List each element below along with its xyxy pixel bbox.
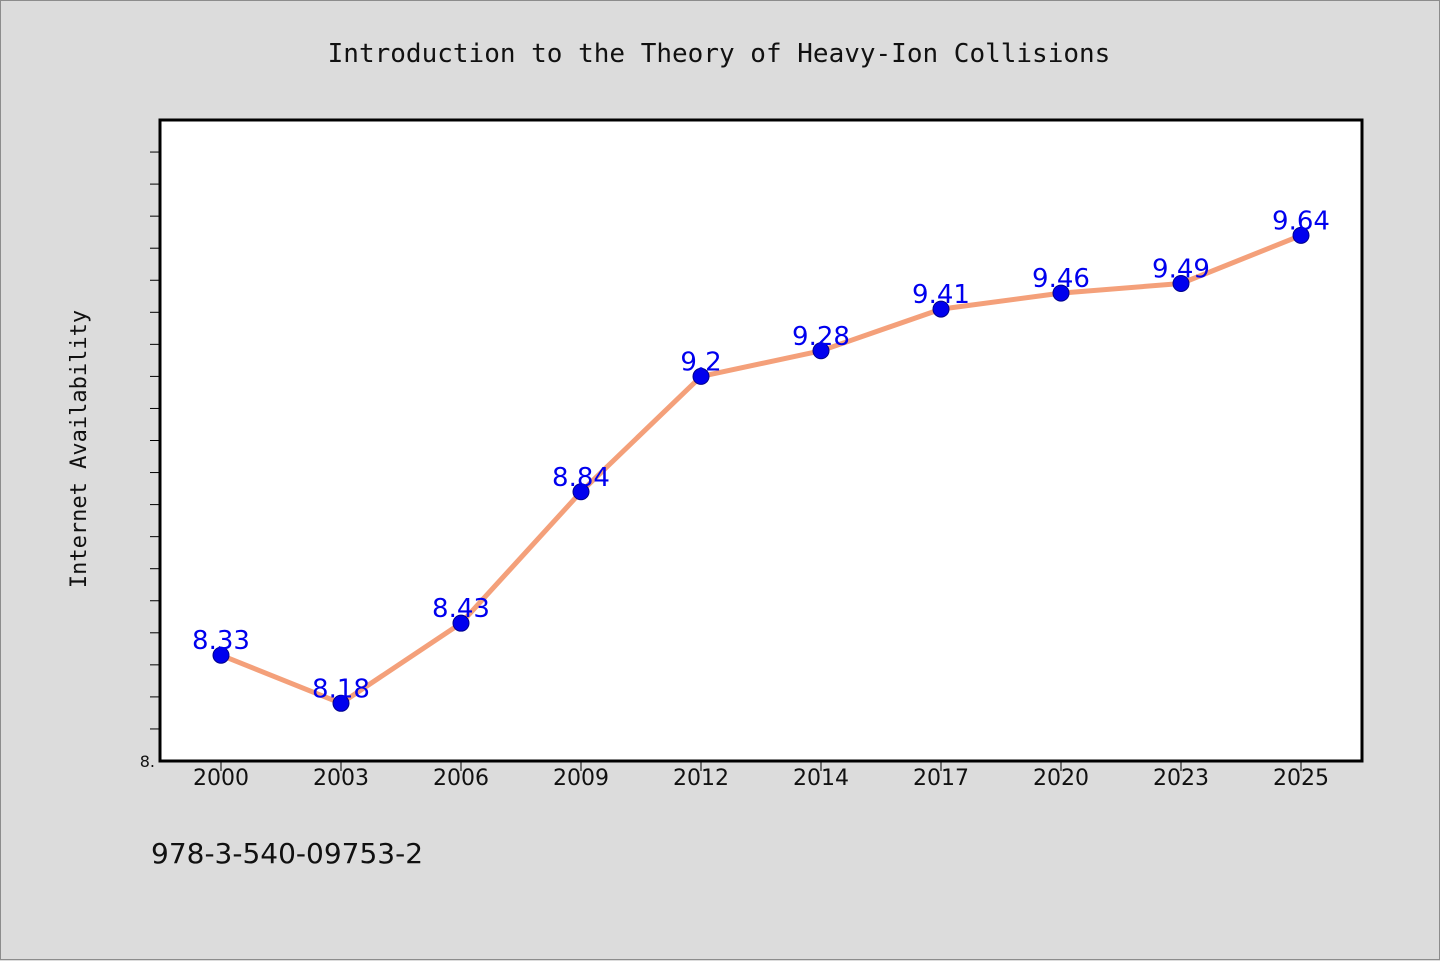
data-point bbox=[452, 614, 470, 632]
x-tick-label: 2006 bbox=[433, 766, 489, 791]
x-tick-label: 2025 bbox=[1273, 766, 1329, 791]
data-point bbox=[212, 646, 230, 664]
series-layer bbox=[218, 232, 1304, 706]
y-axis-label: Internet Availability bbox=[67, 310, 92, 588]
data-point bbox=[692, 367, 710, 385]
markers-layer bbox=[212, 226, 1310, 712]
data-label: 9.41 bbox=[912, 280, 970, 310]
data-labels-layer: 8.33 8.18 8.43 8.84 9.2 9.28 9.41 9.46 9.49 9.64 bbox=[192, 206, 1330, 704]
data-label: 9.49 bbox=[1152, 254, 1210, 284]
data-label: 9.2 bbox=[680, 347, 721, 377]
data-label: 8.33 bbox=[192, 626, 250, 656]
data-label: 8.43 bbox=[432, 594, 490, 624]
chart-title: Introduction to the Theory of Heavy-Ion … bbox=[328, 39, 1111, 69]
x-tick-label: 2017 bbox=[913, 766, 969, 791]
x-axis-ticks: 2000 2003 2006 2009 2012 2014 2017 2020 2023 2025 bbox=[193, 761, 1329, 791]
data-label: 8.18 bbox=[312, 674, 370, 704]
x-tick-label: 2012 bbox=[673, 766, 729, 791]
data-point bbox=[812, 342, 830, 360]
data-label: 9.46 bbox=[1032, 264, 1090, 294]
data-point bbox=[932, 300, 950, 318]
x-tick-label: 2023 bbox=[1153, 766, 1209, 791]
isbn-text: 978-3-540-09753-2 bbox=[151, 837, 423, 870]
x-tick-label: 2003 bbox=[313, 766, 369, 791]
data-label: 9.28 bbox=[792, 322, 850, 352]
data-point bbox=[1052, 284, 1070, 302]
data-label: 9.64 bbox=[1272, 206, 1330, 236]
data-point bbox=[332, 694, 350, 712]
y-tick-label: 8. bbox=[140, 752, 155, 771]
data-point bbox=[1172, 274, 1190, 292]
x-tick-label: 2014 bbox=[793, 766, 849, 791]
data-point bbox=[572, 483, 590, 501]
y-axis-ticks: 8. bbox=[140, 151, 160, 771]
series-line bbox=[218, 232, 1304, 706]
x-tick-label: 2009 bbox=[553, 766, 609, 791]
data-point bbox=[1292, 226, 1310, 244]
plot-area bbox=[158, 118, 1364, 763]
data-label: 8.84 bbox=[552, 463, 610, 493]
x-tick-label: 2020 bbox=[1033, 766, 1089, 791]
x-tick-label: 2000 bbox=[193, 766, 249, 791]
